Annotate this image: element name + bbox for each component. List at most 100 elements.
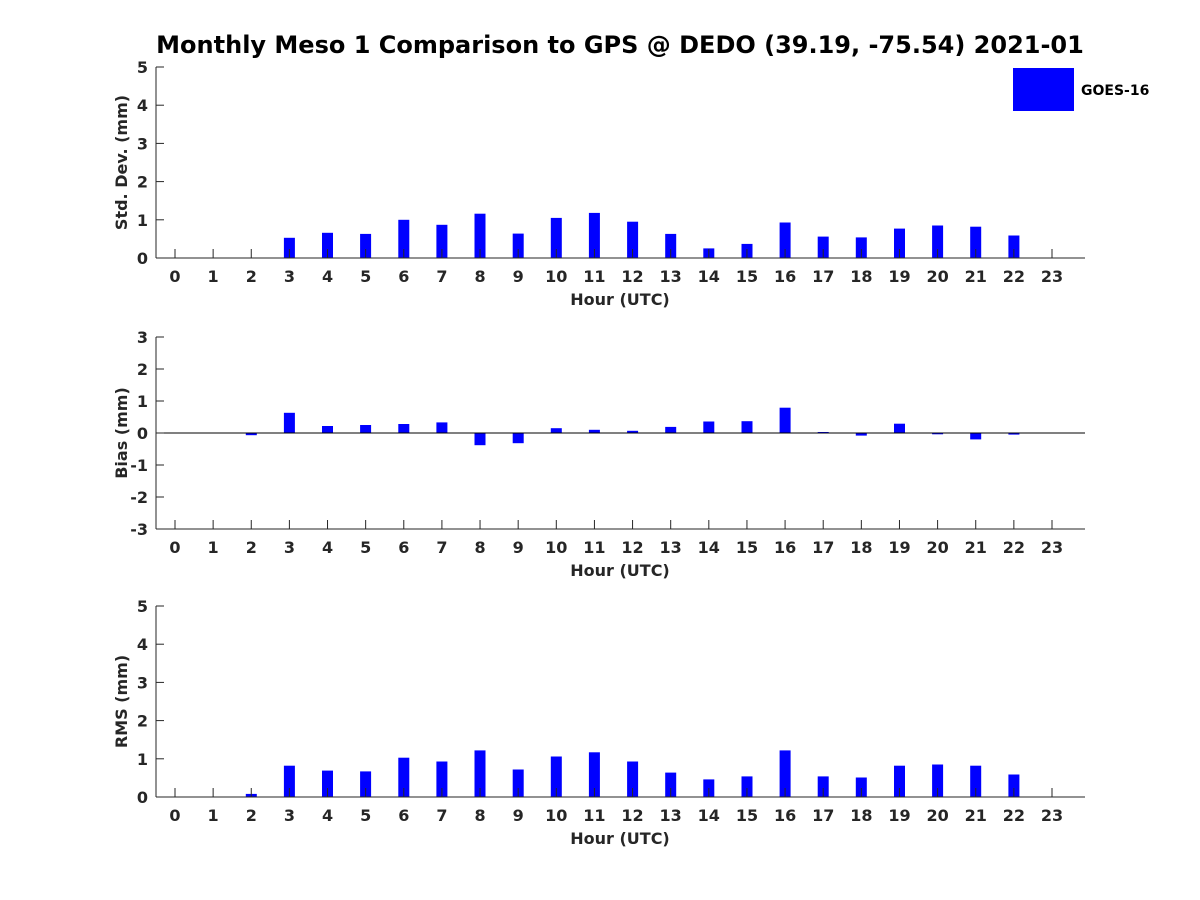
bias-x-tick-label: 9 — [513, 538, 524, 557]
std-dev-x-tick-label: 20 — [926, 267, 948, 286]
bias-y-tick-label: -3 — [130, 520, 148, 539]
bias-y-tick-label: 2 — [137, 360, 148, 379]
bias-x-tick-label: 21 — [965, 538, 987, 557]
std-dev-x-tick-label: 12 — [621, 267, 643, 286]
bias-x-tick-label: 18 — [850, 538, 872, 557]
std-dev-x-tick-label: 5 — [360, 267, 371, 286]
rms-bar-3 — [283, 765, 295, 797]
std-dev-x-tick-label: 8 — [474, 267, 485, 286]
std-dev-bar-19 — [894, 228, 905, 258]
bias-bar-9 — [512, 433, 524, 444]
std-dev-bar-18 — [855, 237, 867, 258]
bias-x-tick-label: 5 — [360, 538, 371, 557]
rms-bar-12 — [627, 761, 639, 797]
rms-bar-5 — [360, 771, 372, 797]
rms-y-tick-label: 4 — [137, 635, 148, 654]
rms-y-tick-label: 2 — [137, 712, 148, 731]
std-dev-x-tick-label: 2 — [246, 267, 257, 286]
bias-bar-3 — [283, 412, 295, 433]
bias-bar-18 — [855, 433, 867, 436]
bias-bar-12 — [627, 430, 639, 433]
rms-x-tick-label: 19 — [888, 806, 910, 825]
rms-bar-21 — [970, 765, 982, 797]
rms-bar-8 — [474, 750, 486, 797]
rms-x-tick-label: 11 — [583, 806, 605, 825]
bias-y-tick-label: 0 — [137, 424, 148, 443]
std-dev-x-tick-label: 10 — [545, 267, 567, 286]
std-dev-bar-7 — [436, 224, 448, 258]
std-dev-x-tick-label: 11 — [583, 267, 605, 286]
std-dev-x-tick-label: 3 — [284, 267, 295, 286]
bias-x-tick-label: 22 — [1003, 538, 1025, 557]
bias-x-tick-label: 10 — [545, 538, 567, 557]
rms-x-tick-label: 18 — [850, 806, 872, 825]
bias-y-tick-label: 3 — [137, 328, 148, 347]
std-dev-bar-22 — [1008, 235, 1020, 258]
rms-bar-18 — [855, 777, 867, 797]
bias-y-tick-label: 1 — [137, 392, 148, 411]
std-dev-x-tick-label: 19 — [888, 267, 910, 286]
bias-bar-6 — [398, 424, 410, 433]
std-dev-x-tick-label: 14 — [698, 267, 720, 286]
std-dev-bar-11 — [588, 212, 600, 258]
bias-bar-10 — [550, 428, 562, 433]
bias-x-axis-label: Hour (UTC) — [570, 561, 670, 580]
bias-y-tick-label: -1 — [130, 456, 148, 475]
rms-x-tick-label: 14 — [698, 806, 720, 825]
bias-x-tick-label: 2 — [246, 538, 257, 557]
rms-x-tick-label: 7 — [436, 806, 447, 825]
rms-bar-10 — [550, 756, 562, 797]
rms-bar-4 — [322, 770, 333, 797]
bias-bar-22 — [1008, 433, 1020, 435]
bias-bar-5 — [360, 425, 372, 433]
rms-x-tick-label: 9 — [513, 806, 524, 825]
std-dev-y-tick-label: 4 — [137, 96, 148, 115]
rms-x-tick-label: 22 — [1003, 806, 1025, 825]
std-dev-bar-20 — [932, 225, 944, 258]
rms-x-tick-label: 1 — [208, 806, 219, 825]
std-dev-y-axis-label: Std. Dev. (mm) — [112, 95, 131, 230]
std-dev-x-tick-label: 7 — [436, 267, 447, 286]
std-dev-y-tick-label: 2 — [137, 173, 148, 192]
std-dev-x-tick-label: 9 — [513, 267, 524, 286]
std-dev-x-tick-label: 6 — [398, 267, 409, 286]
std-dev-x-tick-label: 0 — [169, 267, 180, 286]
rms-bar-13 — [665, 772, 677, 797]
bias-x-tick-label: 15 — [736, 538, 758, 557]
legend-label: GOES-16 — [1081, 83, 1149, 99]
rms-x-tick-label: 6 — [398, 806, 409, 825]
std-dev-x-tick-label: 16 — [774, 267, 796, 286]
std-dev-x-tick-label: 13 — [660, 267, 682, 286]
bias-x-tick-label: 3 — [284, 538, 295, 557]
rms-bar-17 — [817, 776, 829, 797]
rms-x-tick-label: 3 — [284, 806, 295, 825]
std-dev-bar-4 — [322, 232, 333, 258]
rms-x-tick-label: 5 — [360, 806, 371, 825]
rms-x-tick-label: 13 — [660, 806, 682, 825]
std-dev-bar-12 — [627, 221, 639, 258]
std-dev-bar-8 — [474, 213, 486, 258]
rms-x-tick-label: 16 — [774, 806, 796, 825]
bias-x-tick-label: 12 — [621, 538, 643, 557]
bias-bar-20 — [932, 433, 944, 435]
rms-x-tick-label: 20 — [926, 806, 948, 825]
rms-bar-22 — [1008, 774, 1020, 797]
bias-y-tick-label: -2 — [130, 488, 148, 507]
std-dev-y-tick-label: 0 — [137, 249, 148, 268]
rms-x-tick-label: 12 — [621, 806, 643, 825]
std-dev-bar-5 — [360, 233, 372, 258]
bias-bar-16 — [779, 407, 791, 433]
std-dev-x-tick-label: 17 — [812, 267, 834, 286]
rms-y-tick-label: 3 — [137, 673, 148, 692]
bias-bar-19 — [894, 423, 905, 433]
bias-bar-13 — [665, 426, 677, 433]
rms-bar-9 — [512, 769, 524, 797]
bias-x-tick-label: 4 — [322, 538, 333, 557]
rms-x-tick-label: 2 — [246, 806, 257, 825]
chart-title: Monthly Meso 1 Comparison to GPS @ DEDO … — [156, 31, 1084, 59]
bias-bar-4 — [322, 426, 333, 433]
std-dev-x-tick-label: 21 — [965, 267, 987, 286]
std-dev-bar-3 — [283, 237, 295, 258]
